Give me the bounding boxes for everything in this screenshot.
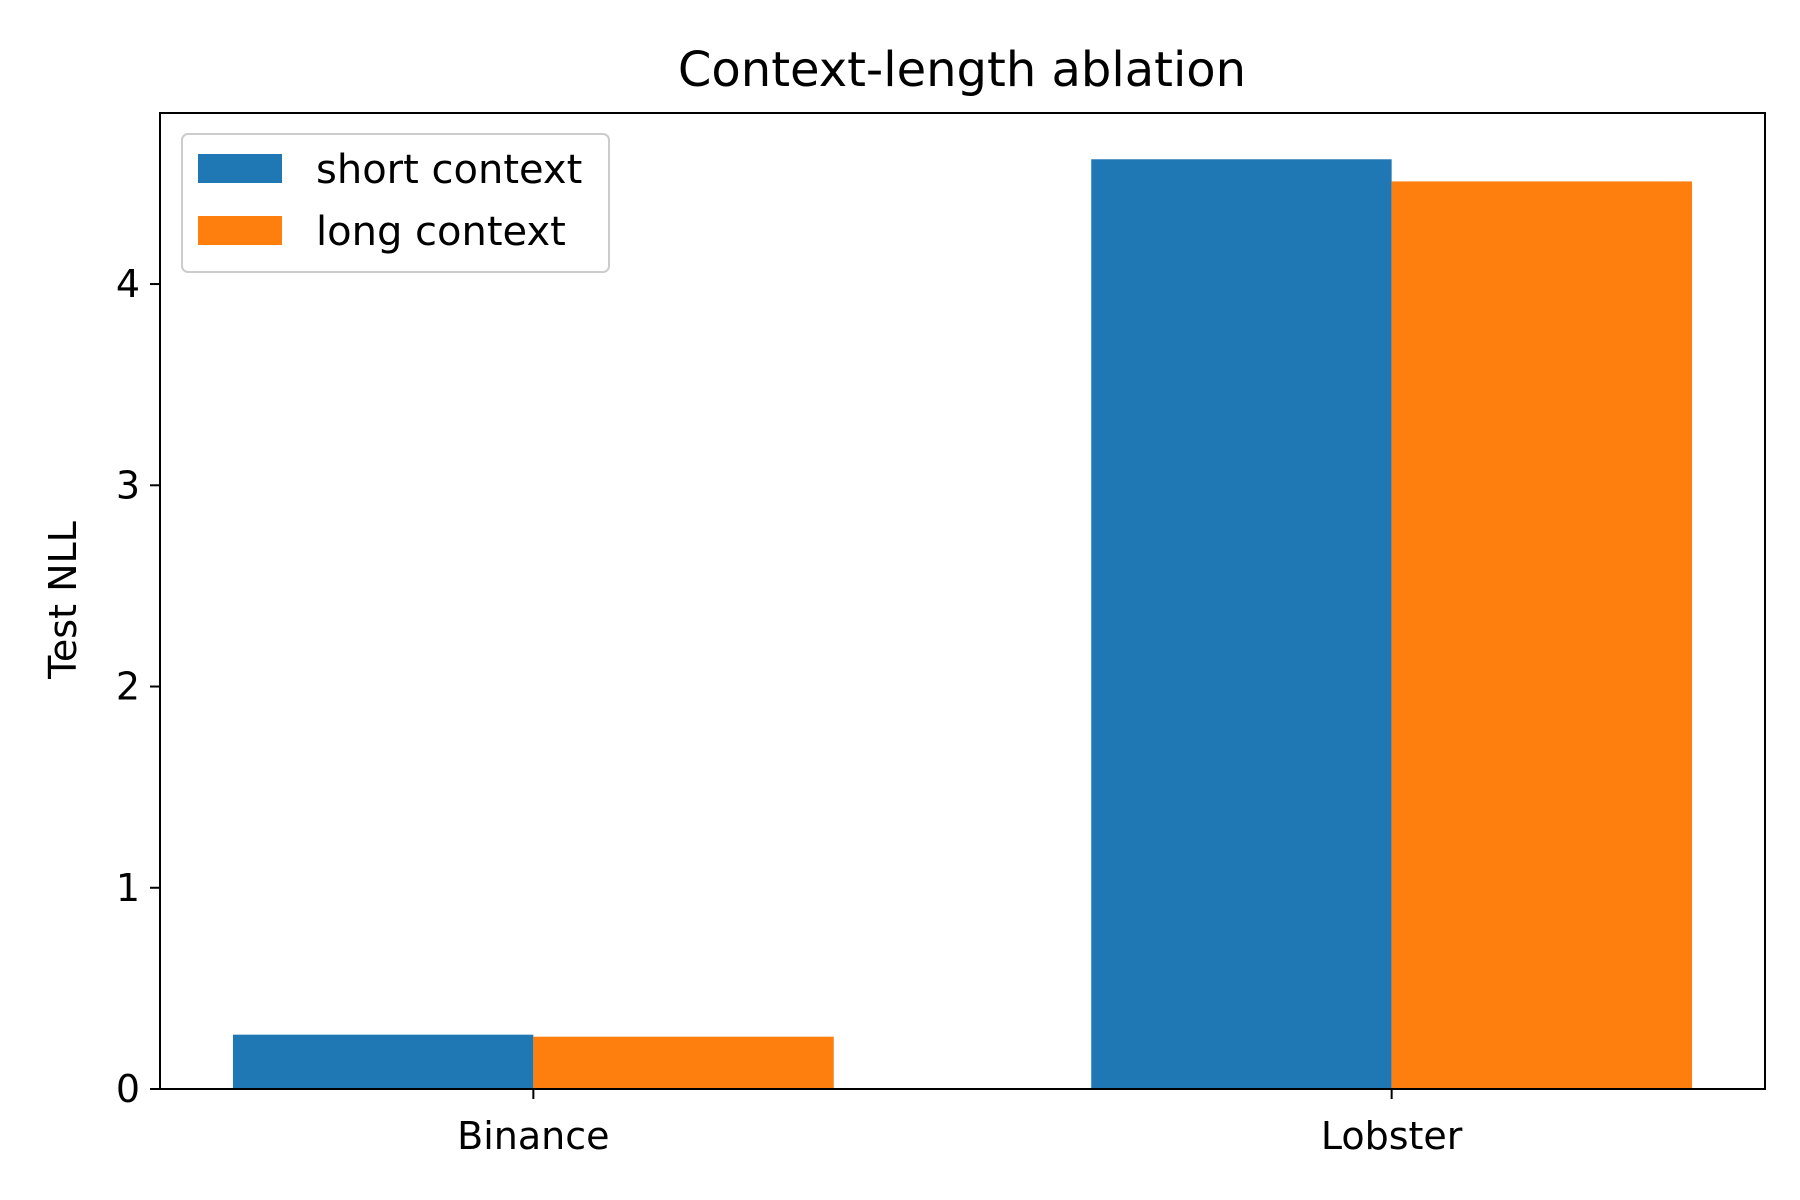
bars-layer xyxy=(232,159,1693,1090)
y-tick-label: 4 xyxy=(116,262,140,306)
ticks-layer: 0 1 2 3 4 Binance Lobster xyxy=(116,262,1463,1158)
x-tick-label: Binance xyxy=(457,1114,609,1158)
bar-short-context-lobster xyxy=(1091,159,1392,1089)
legend-swatch-long-context xyxy=(198,216,282,245)
chart-title: Context-length ablation xyxy=(678,42,1246,98)
legend-label-long-context: long context xyxy=(316,209,566,255)
bar-long-context-lobster xyxy=(1391,181,1693,1090)
y-axis-label: Test NLL xyxy=(41,521,85,680)
y-tick-label: 1 xyxy=(116,866,140,910)
bar-long-context-binance xyxy=(533,1036,834,1089)
legend-swatch-short-context xyxy=(198,154,282,183)
plot-frame xyxy=(159,112,1766,1090)
y-tick-label: 2 xyxy=(116,665,140,709)
bar-short-context-binance xyxy=(232,1034,534,1089)
x-tick-label: Lobster xyxy=(1321,1114,1463,1158)
legend-label-short-context: short context xyxy=(316,147,582,193)
y-tick-label: 0 xyxy=(116,1067,140,1111)
y-tick-label: 3 xyxy=(116,463,140,507)
legend-box xyxy=(181,133,610,273)
legend: short context long context xyxy=(181,133,610,273)
